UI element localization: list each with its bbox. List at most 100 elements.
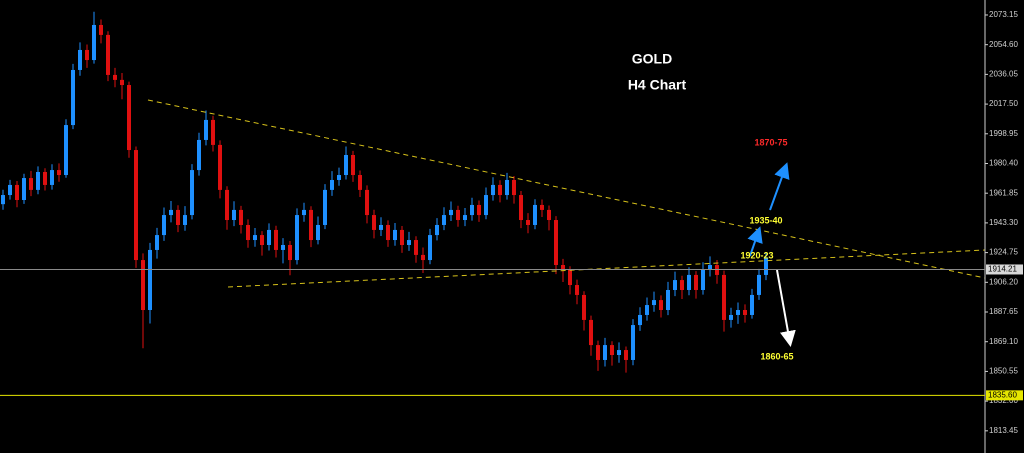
candle-body: [162, 215, 166, 236]
candle-body: [190, 170, 194, 216]
candle-body: [463, 215, 467, 221]
candle-body: [491, 184, 495, 196]
candle-body: [239, 209, 243, 225]
candle-body: [512, 179, 516, 196]
candle-body: [729, 314, 733, 320]
candle-body: [302, 209, 306, 216]
candle-body: [645, 305, 649, 315]
candle-body: [435, 224, 439, 236]
candle-body: [603, 345, 607, 360]
candle-body: [288, 244, 292, 261]
candle-body: [484, 195, 488, 216]
candle-body: [260, 235, 264, 245]
candle-body: [57, 170, 61, 176]
candle-body: [589, 319, 593, 346]
candle-body: [596, 345, 600, 360]
candle-body: [617, 350, 621, 356]
candle-body: [85, 49, 89, 61]
candle-body: [64, 125, 68, 176]
candle-body: [652, 300, 656, 306]
candles: [1, 11, 768, 373]
candle-body: [134, 150, 138, 261]
candle-body: [246, 224, 250, 241]
candle-body: [561, 265, 565, 270]
candle-body: [533, 204, 537, 225]
price-label: 1835.60: [988, 390, 1017, 399]
candle-body: [526, 220, 530, 225]
candle-body: [708, 265, 712, 270]
candle-body: [323, 189, 327, 225]
candle-body: [365, 189, 369, 216]
candle-body: [8, 184, 12, 196]
candle-body: [267, 229, 271, 245]
candle-body: [575, 285, 579, 295]
candle-body: [113, 74, 117, 80]
candle-body: [659, 300, 663, 311]
y-tick-label: 1832.00: [989, 396, 1018, 405]
candle-body: [428, 235, 432, 261]
candle-body: [701, 269, 705, 290]
candle-body: [78, 49, 82, 70]
candle-body: [554, 220, 558, 266]
price-label-box: [986, 264, 1023, 275]
candle-body: [687, 274, 691, 290]
y-tick-label: 1869.10: [989, 337, 1018, 346]
candle-body: [43, 171, 47, 185]
candle-body: [155, 235, 159, 250]
candle-body: [379, 224, 383, 230]
candle-body: [449, 209, 453, 216]
trendline-lower: [227, 249, 986, 288]
price-label-box: [986, 390, 1023, 401]
candle-body: [743, 310, 747, 315]
candle-body: [540, 204, 544, 210]
candle-body: [610, 345, 614, 356]
candle-body: [624, 350, 628, 360]
candle-body: [407, 240, 411, 245]
candle-body: [218, 144, 222, 190]
y-tick-label: 2017.50: [989, 99, 1018, 108]
candle-body: [295, 215, 299, 261]
candle-body: [505, 179, 509, 196]
candle-body: [736, 310, 740, 315]
candle-body: [547, 209, 551, 221]
candle-body: [673, 280, 677, 290]
candle-body: [204, 119, 208, 140]
y-tick-label: 1980.40: [989, 159, 1018, 168]
candle-body: [498, 184, 502, 196]
candle-body: [400, 229, 404, 245]
candle-body: [253, 235, 257, 241]
arrow-up: [769, 162, 790, 211]
candle-body: [757, 274, 761, 295]
arrow-down: [776, 269, 796, 347]
y-tick-label: 1906.20: [989, 277, 1018, 286]
candle-body: [22, 178, 26, 200]
candle-body: [470, 204, 474, 216]
price-label: 1914.21: [988, 265, 1017, 274]
y-tick-label: 1924.75: [989, 248, 1018, 257]
annotation: 1860-65: [760, 351, 793, 361]
candle-body: [211, 119, 215, 145]
candle-body: [197, 139, 201, 171]
chart-subtitle: H4 Chart: [628, 77, 687, 93]
candle-body: [442, 215, 446, 225]
annotation: 1920-23: [740, 250, 773, 260]
candle-body: [519, 195, 523, 221]
candle-body: [309, 209, 313, 241]
candle-body: [694, 274, 698, 290]
y-tick-label: 1887.65: [989, 307, 1018, 316]
candle-body: [421, 254, 425, 261]
candle-body: [141, 260, 145, 311]
y-tick-label: 1850.55: [989, 367, 1018, 376]
candle-body: [330, 179, 334, 190]
candle-body: [36, 171, 40, 190]
candle-body: [316, 224, 320, 241]
candle-body: [120, 79, 124, 86]
candle-body: [176, 209, 180, 225]
candle-body: [638, 314, 642, 326]
candle-body: [631, 325, 635, 360]
candle-body: [680, 280, 684, 290]
candle-body: [92, 24, 96, 61]
